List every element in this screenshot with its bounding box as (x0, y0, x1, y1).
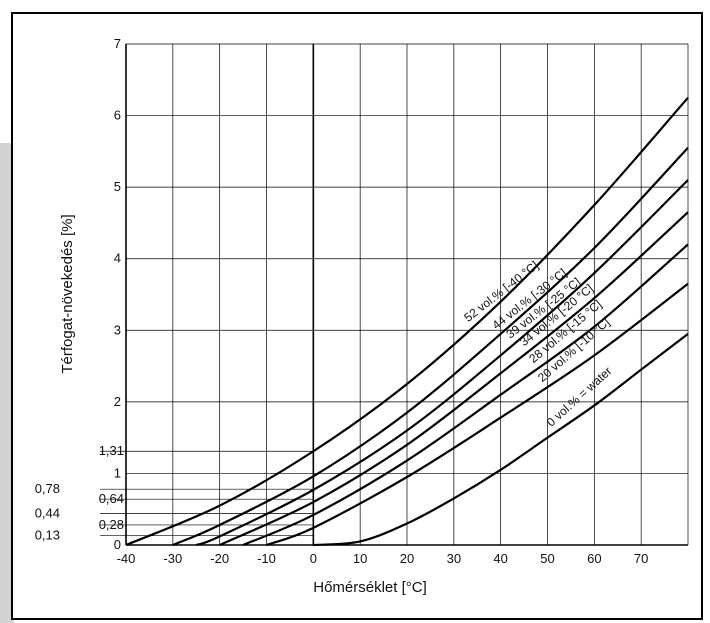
y-tick-label: 3 (114, 322, 121, 337)
x-tick-label: -10 (257, 551, 276, 566)
series-curve (313, 332, 689, 547)
x-tick-label: -30 (163, 551, 182, 566)
series-curve (219, 211, 689, 546)
x-tick-label: 20 (400, 551, 414, 566)
x-tick-label: -40 (117, 551, 136, 566)
y-tick-label: 6 (114, 108, 121, 123)
reference-lines-layer (100, 450, 314, 537)
series-curve (242, 243, 689, 547)
x-tick-label: 30 (447, 551, 461, 566)
reference-tick-label: 0,28 (99, 517, 124, 532)
y-tick-label: 2 (114, 394, 121, 409)
y-tick-label: 1 (114, 465, 121, 480)
reference-tick-label: 0,13 (35, 528, 60, 543)
reference-tick-label: 1,31 (99, 443, 124, 458)
x-axis-label: Hőmérséklet [°C] (313, 579, 427, 596)
x-tick-label: 60 (587, 551, 601, 566)
reference-tick-label: 0,78 (35, 481, 60, 496)
y-tick-label: 4 (114, 251, 121, 266)
ticks-layer: 0,13 0,28 0,44 0,64 0,78 1,31 0 1 2 3 4 5 6 7 -40 -30 -2… (35, 36, 649, 566)
series-curve (172, 147, 689, 547)
y-tick-label: 0 (114, 537, 121, 552)
reference-tick-label: 0,64 (99, 491, 124, 506)
x-tick-label: 50 (540, 551, 554, 566)
reference-tick-label: 0,44 (35, 506, 60, 521)
x-tick-label: 40 (493, 551, 507, 566)
x-tick-label: 0 (310, 551, 317, 566)
grid-layer (125, 43, 689, 546)
sidebar-strip (0, 143, 14, 623)
y-tick-label: 7 (114, 36, 121, 51)
x-tick-label: 10 (353, 551, 367, 566)
x-tick-label: 70 (634, 551, 648, 566)
y-tick-label: 5 (114, 179, 121, 194)
series-curve (266, 282, 689, 547)
x-tick-label: -20 (210, 551, 229, 566)
series-curve (195, 179, 689, 547)
curves-layer (125, 96, 689, 547)
series-curve (125, 96, 689, 547)
y-axis-label: Térfogat-növekedés [%] (59, 214, 76, 373)
